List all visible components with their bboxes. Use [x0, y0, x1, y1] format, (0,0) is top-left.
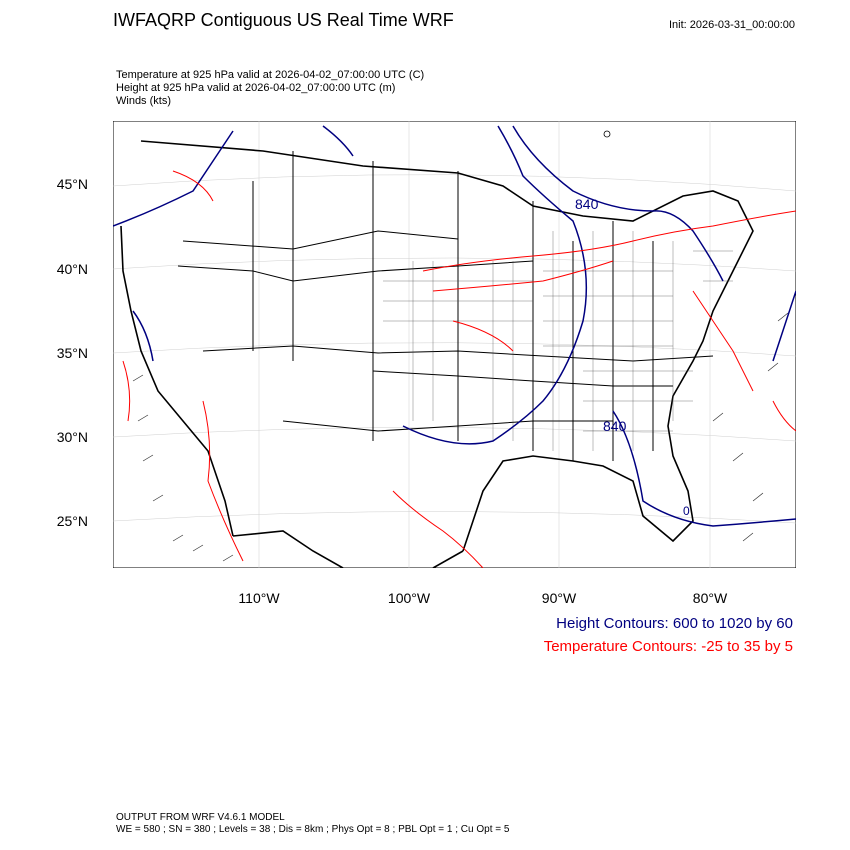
lat-label-35n: 35°N — [56, 345, 88, 361]
chart-title: IWFAQRP Contiguous US Real Time WRF — [113, 10, 454, 30]
pole-marker — [603, 130, 611, 138]
state-boundaries — [177, 151, 714, 461]
contour-label: 840 — [575, 196, 599, 212]
footer-config: WE = 580 ; SN = 380 ; Levels = 38 ; Dis … — [116, 824, 510, 835]
weather-map: 840 840 0 — [113, 121, 796, 568]
lat-label-25n: 25°N — [56, 513, 88, 529]
lon-label-90w: 90°W — [541, 590, 577, 606]
wind-barbs — [132, 312, 789, 562]
footer-model: OUTPUT FROM WRF V4.6.1 MODEL — [116, 812, 285, 823]
lon-label-80w: 80°W — [692, 590, 728, 606]
legend-temperature: Temperature Contours: -25 to 35 by 5 — [543, 638, 793, 655]
lon-label-100w: 100°W — [387, 590, 431, 606]
temperature-contours — [122, 170, 796, 568]
height-contours — [113, 125, 796, 527]
init-time: Init: 2026-03-31_00:00:00 — [669, 19, 795, 31]
county-boundaries — [383, 231, 733, 451]
contour-label: 0 — [683, 504, 690, 518]
lon-label-110w: 110°W — [238, 590, 280, 606]
subtitle-winds: Winds (kts) — [116, 95, 171, 107]
graticule — [113, 121, 796, 568]
legend-height: Height Contours: 600 to 1020 by 60 — [556, 615, 793, 632]
subtitle-temperature: Temperature at 925 hPa valid at 2026-04-… — [116, 69, 425, 81]
contour-label: 840 — [603, 418, 627, 434]
map-border — [113, 121, 796, 568]
lat-label-30n: 30°N — [56, 429, 88, 445]
lat-label-45n: 45°N — [56, 176, 88, 192]
lat-label-40n: 40°N — [56, 261, 88, 277]
subtitle-height: Height at 925 hPa valid at 2026-04-02_07… — [116, 82, 396, 94]
